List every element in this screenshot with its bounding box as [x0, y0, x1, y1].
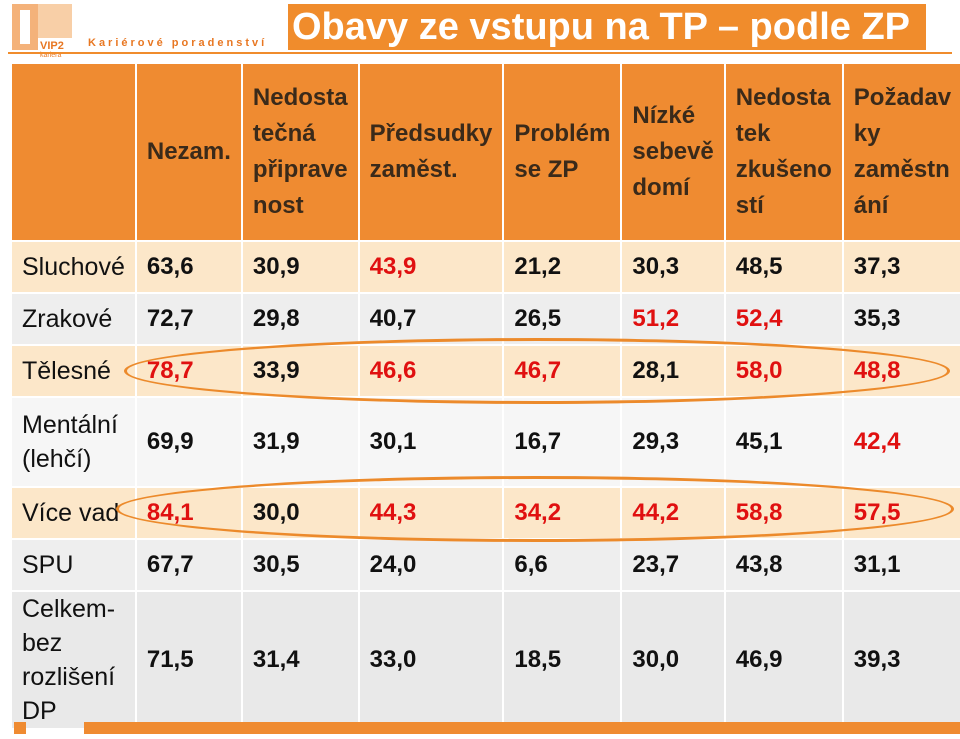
logo-mark — [8, 4, 78, 56]
table-cell: 33,9 — [242, 346, 360, 398]
table-cell: 67,7 — [136, 540, 243, 592]
row-label: Více vad — [12, 488, 137, 540]
header-cell — [12, 64, 137, 242]
table-cell: 18,5 — [504, 592, 623, 730]
table-row: Sluchové 63,6 30,9 43,9 21,2 30,3 48,5 3… — [12, 242, 960, 294]
table-cell: 63,6 — [136, 242, 243, 294]
table-cell: 43,8 — [725, 540, 844, 592]
table-cell: 78,7 — [136, 346, 243, 398]
logo-sub: kariera — [40, 52, 62, 59]
table-cell: 52,4 — [725, 294, 844, 346]
table-cell: 35,3 — [843, 294, 960, 346]
top-rule — [8, 52, 952, 54]
table-row: Mentální (lehčí) 69,9 31,9 30,1 16,7 29,… — [12, 398, 960, 488]
header-cell: Nedosta tečná připrave nost — [242, 64, 360, 242]
table-cell: 30,9 — [242, 242, 360, 294]
table-cell: 44,2 — [622, 488, 726, 540]
table-cell: 31,4 — [242, 592, 360, 730]
table-cell: 30,5 — [242, 540, 360, 592]
table-cell: 58,8 — [725, 488, 844, 540]
table-cell: 57,5 — [843, 488, 960, 540]
table-cell: 31,1 — [843, 540, 960, 592]
row-label: Tělesné — [12, 346, 137, 398]
table-row: Celkem-bez rozlišení DP 71,5 31,4 33,0 1… — [12, 592, 960, 730]
table-cell: 71,5 — [136, 592, 243, 730]
table-cell: 69,9 — [136, 398, 243, 488]
table-row: Zrakové 72,7 29,8 40,7 26,5 51,2 52,4 35… — [12, 294, 960, 346]
row-label: Sluchové — [12, 242, 137, 294]
table-cell: 30,3 — [622, 242, 726, 294]
tagline: Kariérové poradenství — [88, 37, 268, 49]
footer-bar — [84, 722, 960, 734]
row-label: SPU — [12, 540, 137, 592]
table-cell: 29,3 — [622, 398, 726, 488]
header-cell: Problém se ZP — [504, 64, 623, 242]
page-title: Obavy ze vstupu na TP – podle ZP — [288, 4, 927, 50]
table-cell: 46,6 — [359, 346, 505, 398]
table-cell: 46,7 — [504, 346, 623, 398]
row-label: Mentální (lehčí) — [12, 398, 137, 488]
table-cell: 84,1 — [136, 488, 243, 540]
table-cell: 37,3 — [843, 242, 960, 294]
table-cell: 58,0 — [725, 346, 844, 398]
header-row: Nezam. Nedosta tečná připrave nost Předs… — [12, 64, 960, 242]
table-cell: 33,0 — [359, 592, 505, 730]
table-cell: 39,3 — [843, 592, 960, 730]
table-row: SPU 67,7 30,5 24,0 6,6 23,7 43,8 31,1 — [12, 540, 960, 592]
table-cell: 6,6 — [504, 540, 623, 592]
table-cell: 31,9 — [242, 398, 360, 488]
table-cell: 16,7 — [504, 398, 623, 488]
row-label: Zrakové — [12, 294, 137, 346]
footer-dot — [14, 722, 26, 734]
row-label: Celkem-bez rozlišení DP — [12, 592, 137, 730]
header-cell: Předsudky zaměst. — [359, 64, 505, 242]
header-cell: Nedosta tek zkušeno stí — [725, 64, 844, 242]
table-cell: 43,9 — [359, 242, 505, 294]
data-table: Nezam. Nedosta tečná připrave nost Předs… — [12, 64, 960, 730]
table-cell: 72,7 — [136, 294, 243, 346]
table-cell: 51,2 — [622, 294, 726, 346]
table-cell: 21,2 — [504, 242, 623, 294]
header-cell: Požadav ky zaměstn ání — [843, 64, 960, 242]
table-cell: 45,1 — [725, 398, 844, 488]
logo-brand: VIP2 — [40, 40, 64, 52]
table-cell: 26,5 — [504, 294, 623, 346]
table-cell: 48,5 — [725, 242, 844, 294]
table-cell: 30,0 — [622, 592, 726, 730]
table-cell: 44,3 — [359, 488, 505, 540]
table-cell: 48,8 — [843, 346, 960, 398]
header-cell: Nízké sebevě domí — [622, 64, 726, 242]
table-cell: 24,0 — [359, 540, 505, 592]
table-cell: 46,9 — [725, 592, 844, 730]
table-cell: 30,1 — [359, 398, 505, 488]
table-cell: 40,7 — [359, 294, 505, 346]
table-cell: 30,0 — [242, 488, 360, 540]
header-cell: Nezam. — [136, 64, 243, 242]
table-row: Více vad 84,1 30,0 44,3 34,2 44,2 58,8 5… — [12, 488, 960, 540]
table-cell: 28,1 — [622, 346, 726, 398]
table-cell: 34,2 — [504, 488, 623, 540]
table-cell: 23,7 — [622, 540, 726, 592]
table-cell: 42,4 — [843, 398, 960, 488]
table-row: Tělesné 78,7 33,9 46,6 46,7 28,1 58,0 48… — [12, 346, 960, 398]
table-cell: 29,8 — [242, 294, 360, 346]
